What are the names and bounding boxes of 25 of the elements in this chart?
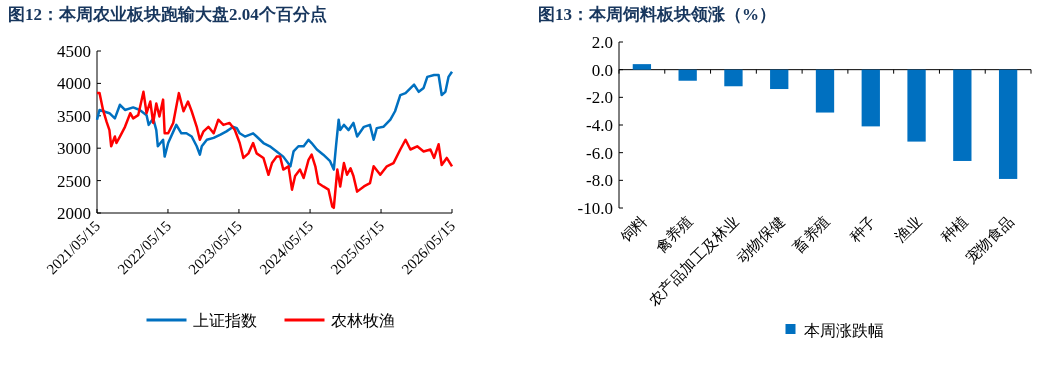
line-series [95, 70, 454, 171]
x-tick-label: 种植 [937, 212, 971, 246]
y-tick-label: 4000 [57, 74, 91, 94]
y-tick-label: -8.0 [586, 171, 613, 191]
y-tick-label: 3000 [57, 139, 91, 159]
chart-title: 图13：本周饲料板块领涨（%） [538, 5, 776, 24]
y-tick-label: -6.0 [586, 143, 613, 163]
line-series [95, 90, 454, 210]
legend-label: 本周涨跌幅 [803, 322, 884, 339]
x-tick-label: 畜养殖 [789, 212, 834, 256]
y-tick-label: 4500 [57, 42, 91, 61]
y-tick-label: 3500 [57, 106, 91, 126]
y-tick-label: -10.0 [577, 199, 613, 218]
legend-label: 上证指数 [192, 312, 257, 329]
x-tick-label: 渔业 [892, 212, 925, 246]
y-tick-label: -2.0 [586, 88, 613, 108]
y-tick-label: 2.0 [591, 33, 613, 52]
y-tick-label: 2000 [57, 204, 91, 223]
chart-title: 图12：本周农业板块跑输大盘2.04个百分点 [8, 5, 327, 24]
legend-label: 农林牧渔 [330, 312, 395, 329]
y-tick-label: 0.0 [591, 60, 613, 80]
y-tick-label: -4.0 [586, 116, 613, 135]
y-tick-label: 2500 [57, 171, 91, 191]
x-tick-label: 饲料 [616, 212, 651, 247]
x-tick-label: 种子 [846, 212, 879, 246]
